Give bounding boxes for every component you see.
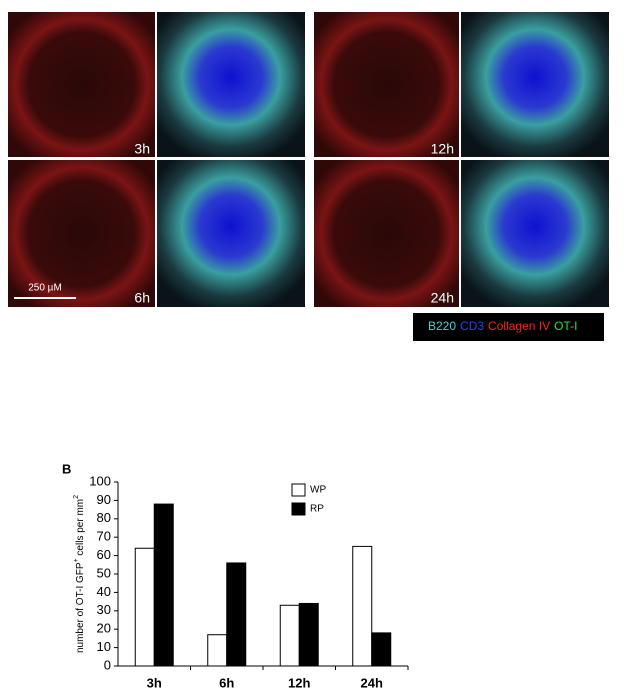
panel-label: B bbox=[62, 461, 71, 476]
y-tick-label: 0 bbox=[104, 657, 111, 672]
y-tick-label: 90 bbox=[97, 492, 111, 507]
y-tick-label: 30 bbox=[97, 602, 111, 617]
y-tick-label: 80 bbox=[97, 510, 111, 525]
x-tick-label: 12h bbox=[288, 675, 310, 690]
y-tick-label: 40 bbox=[97, 584, 111, 599]
y-tick-label: 20 bbox=[97, 621, 111, 636]
panel-label: 6h bbox=[134, 290, 150, 306]
y-axis-label-part: + bbox=[73, 558, 80, 562]
x-tick-label: 24h bbox=[361, 675, 383, 690]
stain-name: Collagen IV bbox=[488, 319, 550, 333]
stain-name: CD3 bbox=[460, 319, 484, 333]
y-axis-label-part: cells per mm bbox=[75, 499, 86, 558]
bar bbox=[371, 632, 392, 667]
stain-legend bbox=[413, 313, 604, 341]
micrograph bbox=[314, 160, 459, 307]
bar bbox=[153, 503, 174, 667]
y-tick-label: 50 bbox=[97, 565, 111, 580]
micrograph bbox=[157, 12, 305, 157]
bar bbox=[279, 604, 300, 667]
legend-label: WP bbox=[310, 485, 326, 496]
bar bbox=[207, 634, 228, 667]
stain-name: OT-I bbox=[554, 319, 577, 333]
micrograph bbox=[314, 12, 459, 157]
legend-swatch bbox=[291, 483, 306, 497]
panel-label: 12h bbox=[431, 141, 454, 157]
y-axis-label-part: 2 bbox=[73, 495, 80, 499]
y-tick-label: 10 bbox=[97, 639, 111, 654]
micrographs: 3h 12h 6h 24h 250 µM B220 CD3 Collagen IV O… bbox=[8, 12, 609, 341]
panel-label: 24h bbox=[431, 290, 454, 306]
bar bbox=[298, 602, 319, 667]
stain-legend-text: B220 CD3 Collagen IV OT-I bbox=[428, 319, 577, 333]
y-axis-label: number of OT-I GFP+ cells per mm2 bbox=[73, 495, 86, 653]
legend-swatch bbox=[291, 502, 306, 516]
micrograph bbox=[8, 12, 155, 157]
micrograph bbox=[8, 160, 155, 307]
y-axis-label-part: number of OT-I GFP bbox=[75, 562, 86, 653]
micrograph bbox=[461, 160, 609, 307]
x-tick-label: 3h bbox=[147, 675, 162, 690]
y-tick-label: 60 bbox=[97, 547, 111, 562]
bar bbox=[134, 547, 155, 667]
bar bbox=[352, 545, 373, 667]
stain-name: B220 bbox=[428, 319, 456, 333]
y-tick-label: 70 bbox=[97, 529, 111, 544]
panel-label: 3h bbox=[134, 141, 150, 157]
micrograph bbox=[461, 12, 609, 157]
micrograph bbox=[157, 160, 305, 307]
y-tick-label: 100 bbox=[89, 473, 111, 488]
bar bbox=[226, 562, 247, 667]
legend-label: RP bbox=[310, 504, 324, 515]
chart: B number of OT-I GFP+ cells per mm2 bbox=[62, 461, 86, 653]
x-tick-label: 6h bbox=[219, 675, 234, 690]
scale-label: 250 µM bbox=[28, 283, 62, 294]
